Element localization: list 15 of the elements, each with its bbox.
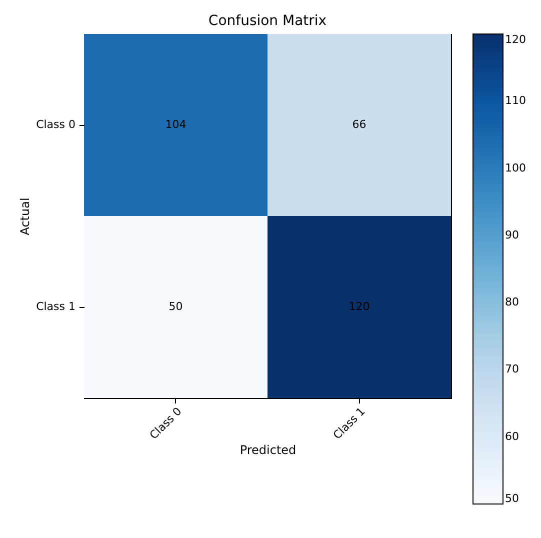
x-axis-title: Predicted — [240, 443, 296, 458]
color-bar-label: 110 — [505, 94, 526, 108]
data-label: 50 — [168, 300, 183, 313]
y-axis-title: Actual — [18, 198, 32, 236]
color-bar-label: 90 — [505, 228, 519, 242]
color-bar-label: 70 — [505, 362, 519, 376]
data-label: 120 — [348, 300, 370, 313]
data-label: 66 — [352, 118, 366, 131]
color-bar-label: 80 — [505, 296, 519, 309]
color-bar-label: 50 — [505, 492, 519, 505]
color-bar-label: 100 — [505, 161, 526, 174]
color-bar-label: 60 — [505, 430, 519, 443]
chart-title: Confusion Matrix — [208, 13, 327, 29]
data-label: 104 — [165, 118, 186, 131]
color-bar-label: 120 — [505, 33, 526, 46]
